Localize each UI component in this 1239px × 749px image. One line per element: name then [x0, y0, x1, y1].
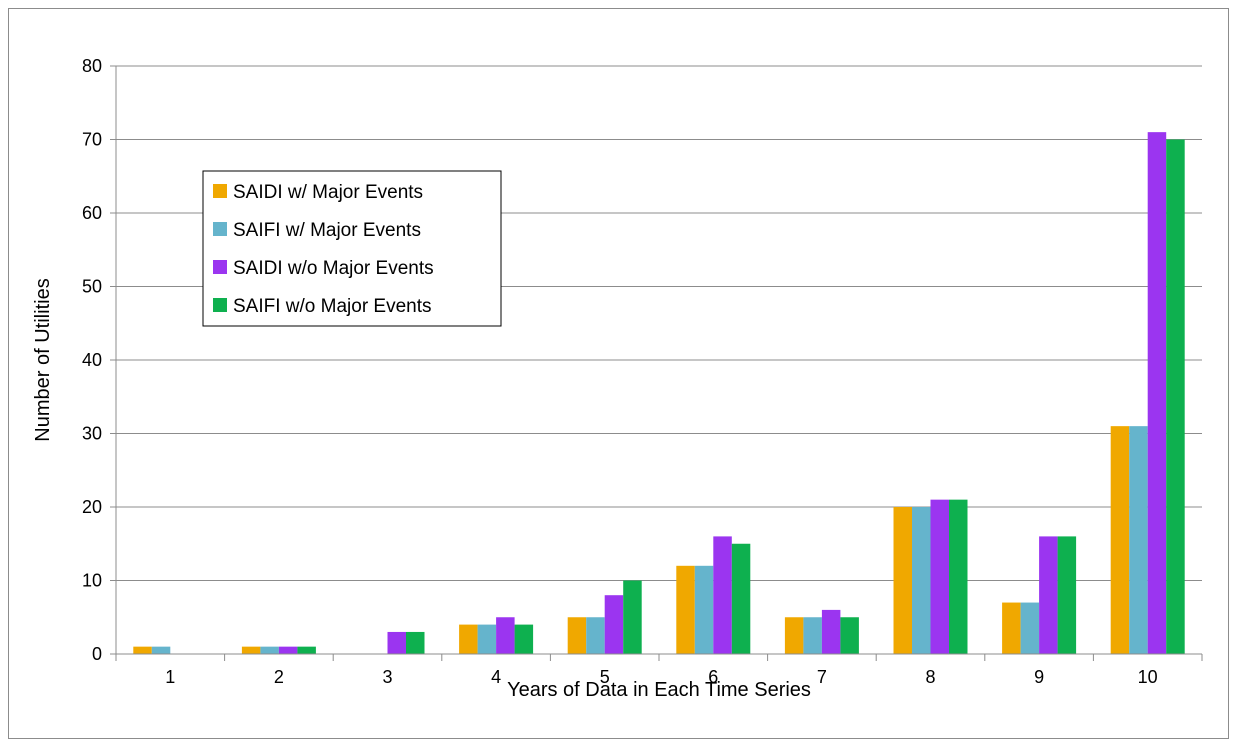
x-tick-label: 3 — [382, 667, 392, 687]
y-tick-label: 30 — [82, 424, 102, 444]
bar — [694, 565, 714, 654]
bar — [604, 595, 624, 654]
bar — [567, 617, 587, 654]
bar — [297, 646, 316, 654]
bar — [133, 646, 152, 654]
y-tick-label: 70 — [82, 130, 102, 150]
bar — [676, 565, 695, 654]
axes — [110, 65, 1203, 661]
bar — [1002, 602, 1021, 654]
y-tick-label: 40 — [82, 350, 102, 370]
legend: SAIDI w/ Major Events SAIFI w/ Major Even… — [202, 170, 502, 327]
legend-swatch — [213, 260, 227, 274]
bar — [514, 624, 534, 654]
legend-label: SAIFI w/ Major Events — [233, 220, 421, 241]
bar — [713, 536, 732, 654]
bar — [731, 543, 751, 654]
x-tick-labels: 1 2 3 4 5 6 7 8 9 10 — [165, 667, 1157, 687]
bar — [406, 631, 425, 654]
y-tick-label: 20 — [82, 497, 102, 517]
bar — [260, 646, 279, 654]
y-tick-label: 80 — [82, 56, 102, 76]
legend-swatch — [213, 222, 227, 236]
x-tick-label: 10 — [1138, 667, 1158, 687]
legend-label: SAIDI w/ Major Events — [233, 182, 423, 203]
x-tick-label: 8 — [925, 667, 935, 687]
x-tick-label: 6 — [708, 667, 718, 687]
x-tick-label: 1 — [165, 667, 175, 687]
legend-label: SAIFI w/o Major Events — [233, 296, 432, 317]
bars — [133, 132, 1185, 654]
bar — [278, 646, 298, 654]
bar — [1039, 536, 1058, 654]
bar — [1129, 426, 1148, 654]
bar — [949, 499, 968, 654]
bar — [1020, 602, 1040, 654]
bar — [1147, 132, 1167, 654]
legend-box — [202, 170, 502, 327]
x-tick-label: 4 — [491, 667, 501, 687]
x-tick-label: 9 — [1034, 667, 1044, 687]
legend-label: SAIDI w/o Major Events — [233, 258, 434, 279]
bar — [912, 507, 931, 654]
bar — [930, 499, 949, 654]
legend-swatch — [213, 298, 227, 312]
bar — [893, 507, 912, 654]
y-tick-labels: 0 10 20 30 40 50 60 70 80 — [82, 56, 102, 664]
bar — [784, 617, 804, 654]
bar — [821, 609, 841, 654]
x-axis-title: Years of Data in Each Time Series — [507, 679, 811, 701]
bar — [151, 646, 171, 654]
y-tick-label: 60 — [82, 203, 102, 223]
bar — [387, 631, 406, 654]
x-tick-label: 5 — [600, 667, 610, 687]
y-tick-label: 50 — [82, 277, 102, 297]
bar — [459, 624, 478, 654]
bar — [840, 617, 859, 654]
bar — [1166, 139, 1185, 654]
bar — [477, 624, 497, 654]
bar — [586, 617, 605, 654]
x-tick-label: 2 — [274, 667, 284, 687]
y-tick-label: 0 — [92, 644, 102, 664]
x-tick-label: 7 — [817, 667, 827, 687]
bar — [623, 580, 642, 654]
y-axis-title: Number of Utilities — [32, 278, 54, 441]
bar — [803, 617, 822, 654]
legend-swatch — [213, 184, 227, 198]
bar — [1110, 426, 1130, 654]
bar — [496, 617, 515, 654]
bar — [1057, 536, 1077, 654]
bar — [241, 646, 261, 654]
y-tick-label: 10 — [82, 571, 102, 591]
